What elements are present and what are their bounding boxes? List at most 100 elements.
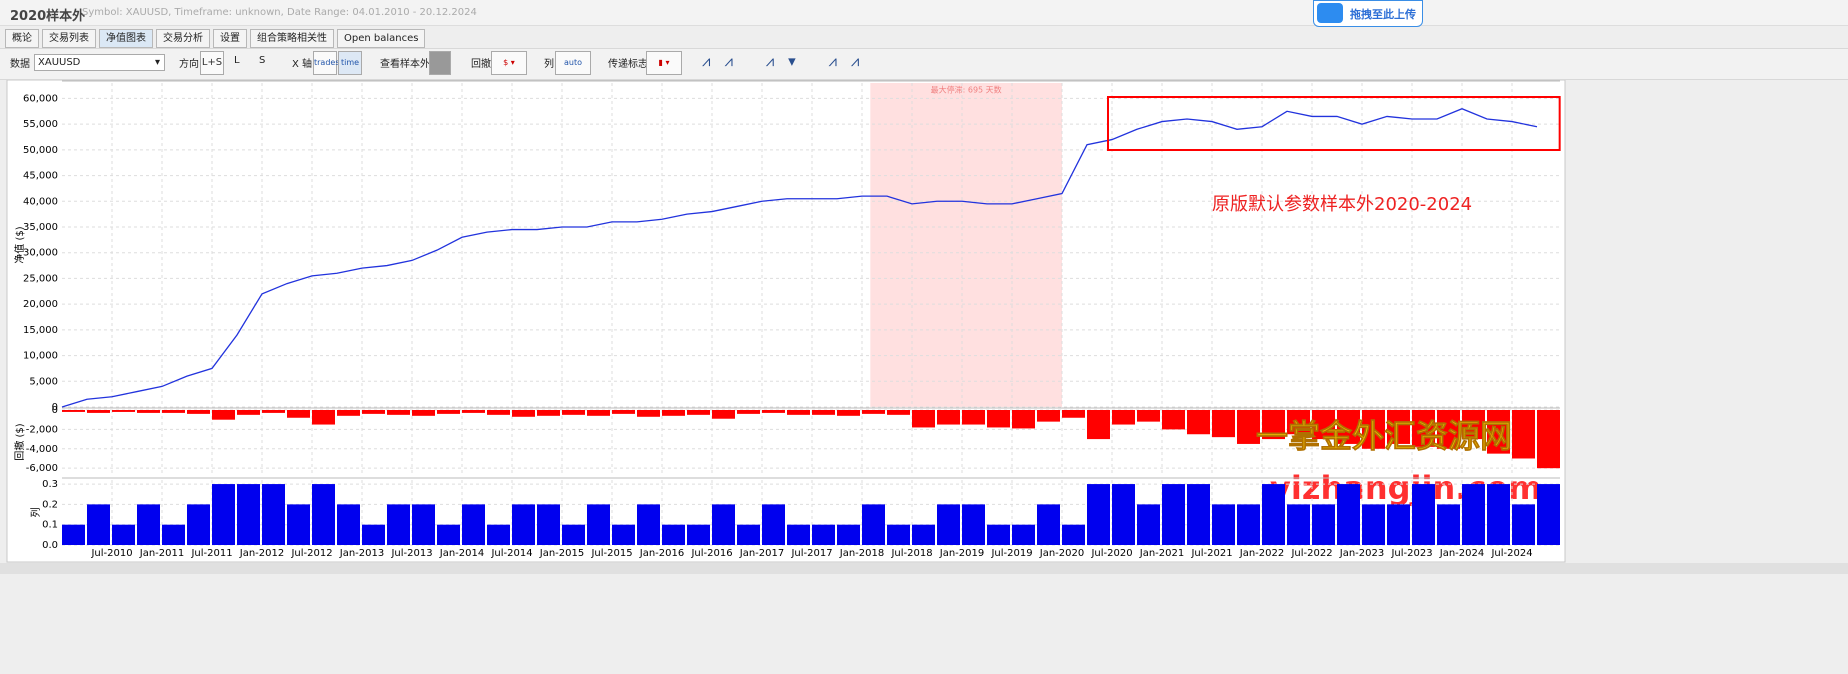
bar (287, 504, 310, 545)
tab[interactable]: Open balances (337, 29, 426, 48)
signal-select[interactable]: ▮ ▾ (646, 51, 682, 75)
x-tick-label: Jul-2022 (1290, 548, 1332, 559)
window-subtitle: Symbol: XAUUSD, Timeframe: unknown, Date… (82, 7, 477, 18)
bar (1187, 484, 1210, 545)
y-tick-label: 0.2 (42, 499, 58, 510)
bar (287, 410, 310, 418)
x-tick-label: Jan-2021 (1139, 548, 1184, 559)
dir-option[interactable]: L (234, 55, 240, 66)
bar (512, 504, 535, 545)
bar (1512, 504, 1535, 545)
symbol-select[interactable]: XAUUSD ▾ (34, 54, 165, 71)
direction-label: 方向 (179, 59, 199, 70)
bar (1312, 410, 1335, 440)
tab[interactable]: 交易分析 (156, 29, 210, 48)
bar (187, 410, 210, 414)
oos-toggle[interactable] (429, 51, 451, 75)
x-tick-label: Jul-2015 (590, 548, 632, 559)
bar (1487, 484, 1510, 545)
x-option[interactable]: trades (313, 51, 340, 75)
bar (262, 484, 285, 545)
y-tick-label: -6,000 (26, 463, 58, 474)
bar (862, 410, 885, 414)
tab[interactable]: 概论 (5, 29, 39, 48)
bar (187, 504, 210, 545)
bar (462, 504, 485, 545)
toolbar (0, 48, 1848, 80)
bar (212, 410, 235, 420)
side-panel (1566, 80, 1848, 562)
y-tick-label: 0 (52, 405, 58, 416)
bar (362, 524, 385, 545)
column-select[interactable]: auto (555, 51, 591, 75)
y-tick-label: 10,000 (23, 351, 58, 362)
bar (687, 410, 710, 415)
drawdown-select[interactable]: $ ▾ (491, 51, 527, 75)
upload-icon (1317, 3, 1343, 23)
data-label: 数据 (10, 59, 30, 70)
bar (387, 504, 410, 545)
bar (1012, 524, 1035, 545)
x-tick-label: Jan-2015 (539, 548, 584, 559)
y-tick-label: 0.1 (42, 520, 58, 531)
bar (1237, 410, 1260, 444)
x-tick-label: Jan-2018 (839, 548, 884, 559)
bar (62, 524, 85, 545)
y-tick-label: 5,000 (29, 376, 58, 387)
x-tick-label: Jul-2021 (1190, 548, 1232, 559)
drawdown-label: 回撤 (471, 59, 491, 70)
tab[interactable]: 设置 (213, 29, 247, 48)
x-tick-label: Jul-2010 (90, 548, 132, 559)
dir-option[interactable]: L+S (200, 51, 224, 75)
x-tick-label: Jan-2017 (739, 548, 784, 559)
bar (712, 410, 735, 419)
bar (937, 504, 960, 545)
bar (1412, 484, 1435, 545)
y-tick-label: 0.3 (42, 479, 58, 490)
tab[interactable]: 净值图表 (99, 29, 153, 48)
bar (1137, 410, 1160, 422)
bar (337, 410, 360, 416)
y-tick-label: 15,000 (23, 325, 58, 336)
bar (962, 504, 985, 545)
upload-button[interactable]: 拖拽至此上传 (1313, 0, 1423, 27)
bar (1287, 504, 1310, 545)
y-axis-label: 净值 ($) (13, 226, 26, 263)
tab[interactable]: 交易列表 (42, 29, 96, 48)
bar (1087, 410, 1110, 440)
x-tick-label: Jan-2024 (1439, 548, 1484, 559)
y-tick-label: 25,000 (23, 273, 58, 284)
bar (912, 410, 935, 428)
bar (1387, 504, 1410, 545)
bar (837, 410, 860, 416)
tab[interactable]: 组合策略相关性 (250, 29, 334, 48)
bar (637, 504, 660, 545)
x-tick-label: Jan-2011 (139, 548, 184, 559)
splitter (0, 563, 1848, 574)
bar (212, 484, 235, 545)
dir-option[interactable]: S (259, 55, 266, 66)
bar (862, 504, 885, 545)
signal-label: 传递标志 (608, 59, 648, 70)
bar (737, 410, 760, 414)
y-tick-label: -2,000 (26, 424, 58, 435)
bar (237, 484, 260, 545)
bar (887, 524, 910, 545)
bar (262, 410, 285, 413)
bar (1137, 504, 1160, 545)
x-tick-label: Jan-2013 (339, 548, 384, 559)
bar (637, 410, 660, 417)
oos-label: 查看样本外 (380, 59, 430, 70)
bar (1412, 410, 1435, 447)
bar (412, 410, 435, 416)
bar (1337, 410, 1360, 444)
bar (812, 524, 835, 545)
x-tick-label: Jul-2017 (790, 548, 832, 559)
x-tick-label: Jan-2020 (1039, 548, 1084, 559)
bar (1037, 504, 1060, 545)
x-option[interactable]: time (338, 51, 362, 75)
bar (1262, 410, 1285, 440)
chart-tool-icons[interactable]: ⩘⩘ ⩘▾ ⩘⩘ (702, 52, 874, 70)
bar (487, 524, 510, 545)
